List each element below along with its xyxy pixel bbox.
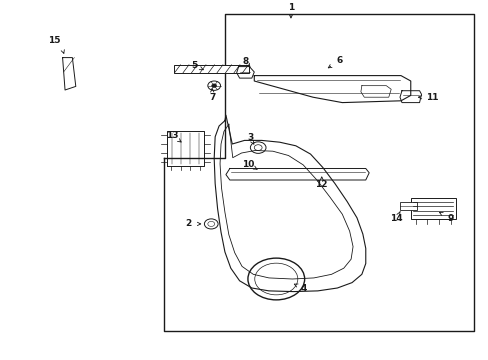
Text: 5: 5 [191,61,197,70]
Text: 4: 4 [300,284,307,293]
Text: 12: 12 [315,180,327,189]
Bar [173,65,249,73]
Text: 10: 10 [242,161,254,169]
Text: 11: 11 [425,93,437,102]
Text: 6: 6 [336,56,342,65]
Text: 13: 13 [165,131,178,140]
Bar [399,202,416,210]
Text: 7: 7 [208,93,215,102]
Text: 8: 8 [242,57,248,66]
Text: 14: 14 [389,214,402,223]
Text: 1: 1 [287,3,293,12]
Text: 3: 3 [247,133,253,142]
Bar [410,198,455,219]
Text: 9: 9 [447,214,453,223]
Text: 2: 2 [185,219,191,228]
Circle shape [211,84,216,87]
Text: 15: 15 [48,36,61,45]
